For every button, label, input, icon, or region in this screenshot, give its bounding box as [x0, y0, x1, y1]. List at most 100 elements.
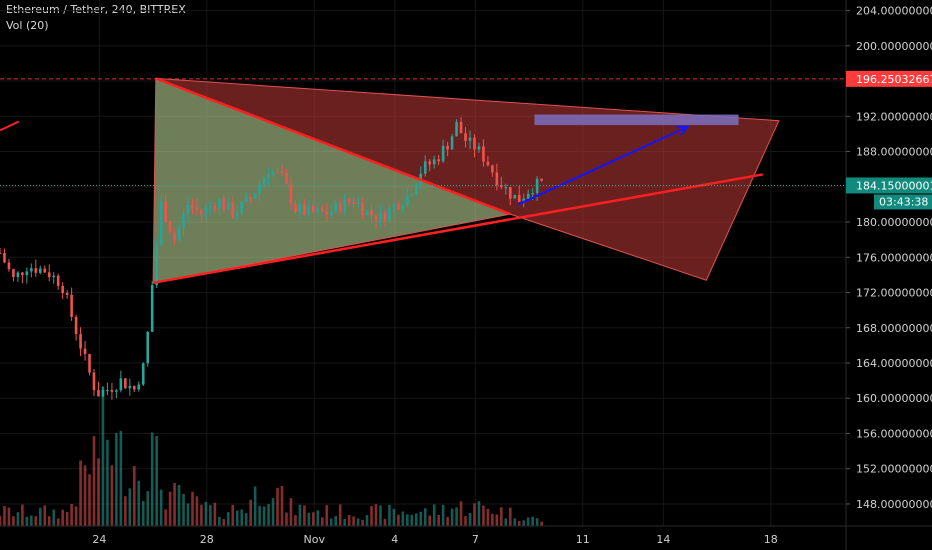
volume-bar	[513, 518, 517, 526]
volume-bar	[150, 432, 154, 526]
candle-body	[513, 194, 517, 199]
y-tick-label: 188.00000000	[856, 146, 932, 159]
candle-body	[83, 348, 87, 355]
candle-body	[101, 390, 105, 397]
volume-bar	[74, 506, 78, 526]
x-tick-label: 4	[391, 533, 398, 546]
y-tick-label: 152.00000000	[856, 463, 932, 476]
volume-bar	[486, 508, 490, 526]
volume-bar	[222, 519, 226, 526]
volume-bar	[191, 491, 194, 526]
candle-body	[186, 204, 190, 214]
candle-body	[446, 145, 449, 150]
candle-body	[271, 171, 275, 175]
volume-bar	[168, 491, 172, 526]
volume-bar	[124, 496, 127, 526]
candlesticks	[0, 117, 543, 400]
volume-bar	[303, 505, 306, 526]
candle-body	[258, 184, 261, 194]
volume-bar	[406, 514, 409, 526]
candle-body	[30, 268, 33, 272]
candle-body	[320, 208, 324, 212]
volume-bar	[535, 518, 539, 526]
volume-bar	[491, 513, 494, 526]
volume-bar	[204, 501, 208, 526]
x-tick-label: 24	[92, 533, 106, 546]
y-tick-label: 192.00000000	[856, 110, 932, 123]
volume-bar	[428, 515, 432, 526]
y-tick-label: 204.00000000	[856, 5, 932, 18]
volume-bar	[16, 512, 20, 526]
candle-body	[468, 137, 472, 141]
candle-body	[200, 209, 203, 215]
y-tick-label: 148.00000000	[856, 498, 932, 511]
candle-body	[253, 193, 257, 199]
volume-bar	[383, 518, 387, 526]
volume-bar	[101, 386, 105, 526]
volume-bar	[459, 501, 463, 526]
volume-bar	[209, 505, 212, 526]
candle-body	[70, 294, 73, 317]
candle-body	[231, 202, 235, 217]
volume-bar	[226, 512, 230, 526]
volume-bar	[83, 465, 87, 526]
volume-bar	[495, 514, 499, 526]
candle-body	[244, 197, 248, 202]
countdown-badge: 03:43:38	[879, 195, 928, 208]
volume-bar	[522, 520, 526, 526]
candle-body	[3, 253, 6, 263]
candle-body	[16, 272, 20, 278]
volume-bar	[312, 512, 315, 526]
candle-body	[517, 194, 521, 203]
volume-bar	[173, 482, 176, 526]
volume-bar	[177, 485, 181, 526]
candle-body	[410, 194, 414, 196]
volume-bar	[97, 458, 100, 526]
candle-body	[365, 210, 369, 215]
candle-body	[361, 202, 364, 215]
volume-bar	[186, 503, 190, 526]
candle-body	[316, 208, 320, 213]
volume-bar	[146, 491, 150, 526]
candle-body	[110, 390, 114, 392]
candle-body	[43, 268, 47, 273]
volume-indicator-label[interactable]: Vol (20)	[6, 19, 49, 32]
candle-body	[294, 203, 297, 212]
volume-bar	[356, 518, 360, 526]
volume-bar	[61, 509, 64, 526]
volume-bar	[244, 513, 248, 526]
candle-body	[329, 211, 333, 215]
volume-bar	[258, 505, 261, 526]
candle-body	[356, 202, 360, 204]
volume-bar	[128, 488, 132, 526]
volume-bar	[379, 505, 382, 526]
volume-bar	[343, 519, 346, 526]
candle-body	[115, 390, 118, 392]
x-tick-label: 18	[764, 533, 778, 546]
candle-body	[191, 204, 194, 208]
candle-body	[276, 171, 279, 173]
candle-body	[182, 213, 185, 228]
candle-body	[65, 293, 69, 295]
candle-body	[285, 172, 288, 184]
volume-bar	[432, 504, 436, 526]
candle-body	[455, 121, 458, 137]
candle-body	[352, 202, 355, 204]
volume-bar	[276, 487, 279, 526]
volume-bar	[0, 516, 2, 526]
candle-body	[508, 187, 512, 199]
candle-body	[177, 227, 181, 241]
volume-bar	[423, 508, 427, 526]
volume-bar	[182, 493, 185, 526]
volume-bar	[289, 498, 293, 526]
y-tick-label: 172.00000000	[856, 287, 932, 300]
candle-body	[280, 171, 284, 173]
candle-body	[414, 185, 418, 195]
volume-bar	[365, 515, 369, 526]
candle-body	[374, 215, 378, 221]
last-price-badge: 184.15000001	[856, 179, 932, 192]
candle-body	[209, 205, 212, 208]
volume-bar	[110, 465, 114, 526]
volume-bar	[3, 506, 6, 526]
